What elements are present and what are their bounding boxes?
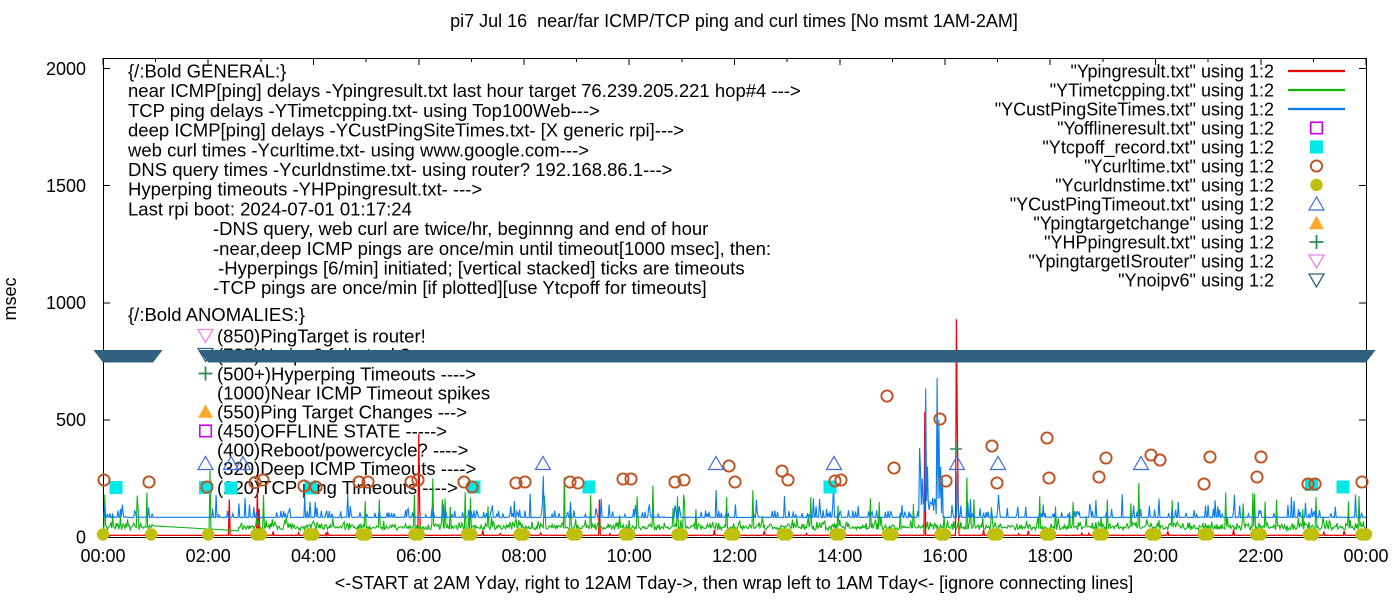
svg-text:Last rpi boot: 2024-07-01 01:1: Last rpi boot: 2024-07-01 01:17:24 <box>128 198 412 219</box>
svg-text:(850)PingTarget is router!: (850)PingTarget is router! <box>217 325 426 346</box>
svg-text:"Ypingresult.txt" using 1:2: "Ypingresult.txt" using 1:2 <box>1070 61 1274 81</box>
svg-text:18:00: 18:00 <box>1028 546 1073 566</box>
svg-text:msec: msec <box>0 277 20 320</box>
svg-text:"Ynoipv6" using 1:2: "Ynoipv6" using 1:2 <box>1118 270 1274 290</box>
svg-text:"YCustPingSiteTimes.txt" using: "YCustPingSiteTimes.txt" using 1:2 <box>995 99 1274 119</box>
svg-text:"YTimetcpping.txt" using 1:2: "YTimetcpping.txt" using 1:2 <box>1050 80 1274 100</box>
svg-text:08:00: 08:00 <box>501 546 546 566</box>
svg-text:-near,deep ICMP pings are once: -near,deep ICMP pings are once/min until… <box>213 238 771 259</box>
svg-text:12:00: 12:00 <box>712 546 757 566</box>
svg-text:(500+)Hyperping Timeouts ---->: (500+)Hyperping Timeouts ----> <box>217 363 476 384</box>
svg-text:"YpingtargetISrouter" using 1:: "YpingtargetISrouter" using 1:2 <box>1028 251 1274 271</box>
svg-text:"YHPpingresult.txt" using 1:2: "YHPpingresult.txt" using 1:2 <box>1044 232 1274 252</box>
svg-text:06:00: 06:00 <box>396 546 441 566</box>
svg-text:"Ytcpoff_record.txt" using 1:2: "Ytcpoff_record.txt" using 1:2 <box>1042 137 1274 158</box>
svg-text:Hyperping timeouts -YHPpingres: Hyperping timeouts -YHPpingresult.txt- -… <box>128 179 482 200</box>
svg-text:(220)TCP ping Timeouts ---->: (220)TCP ping Timeouts ----> <box>217 477 458 498</box>
svg-text:14:00: 14:00 <box>817 546 862 566</box>
svg-text:pi7 Jul 16 near/far ICMP/TCP: pi7 Jul 16 near/far ICMP/TCP ping and cu… <box>450 11 1018 31</box>
svg-text:near ICMP[ping] delays -Ypingr: near ICMP[ping] delays -Ypingresult.txt … <box>128 80 801 101</box>
svg-text:10:00: 10:00 <box>607 546 652 566</box>
svg-text:"Ycurltime.txt" using 1:2: "Ycurltime.txt" using 1:2 <box>1084 156 1274 176</box>
svg-text:"Ypingtargetchange" using 1:2: "Ypingtargetchange" using 1:2 <box>1033 213 1274 233</box>
svg-text:TCP ping delays -YTimetcpping.: TCP ping delays -YTimetcpping.txt- using… <box>128 100 600 121</box>
svg-text:1500: 1500 <box>46 176 86 196</box>
svg-text:04:00: 04:00 <box>291 546 336 566</box>
svg-text:<-START at 2AM Yday, right to: <-START at 2AM Yday, right to 12AM Tday-… <box>335 573 1134 593</box>
svg-text:(550)Ping Target Changes --->: (550)Ping Target Changes ---> <box>217 401 467 422</box>
svg-text:1000: 1000 <box>46 293 86 313</box>
svg-text:web curl times -Ycurltime.txt-: web curl times -Ycurltime.txt- using www… <box>127 139 589 160</box>
svg-text:-TCP pings are once/min [if pl: -TCP pings are once/min [if plotted][use… <box>213 277 707 298</box>
svg-text:"Yofflineresult.txt" using 1:2: "Yofflineresult.txt" using 1:2 <box>1057 118 1274 138</box>
svg-text:(1000)Near ICMP Timeout spikes: (1000)Near ICMP Timeout spikes <box>217 382 490 403</box>
svg-text:(320)Deep ICMP Timeouts ---->: (320)Deep ICMP Timeouts ----> <box>217 458 476 479</box>
svg-text:-DNS query, web curl are twice: -DNS query, web curl are twice/hr, begin… <box>213 218 708 239</box>
svg-text:02:00: 02:00 <box>186 546 231 566</box>
svg-text:20:00: 20:00 <box>1133 546 1178 566</box>
svg-text:{/:Bold GENERAL:}: {/:Bold GENERAL:} <box>128 61 286 82</box>
svg-text:"YCustPingTimeout.txt" using 1: "YCustPingTimeout.txt" using 1:2 <box>1010 194 1274 214</box>
svg-text:00:00: 00:00 <box>1343 546 1388 566</box>
svg-text:{/:Bold ANOMALIES:}: {/:Bold ANOMALIES:} <box>128 304 305 325</box>
svg-text:(400)Reboot/powercycle? ---->: (400)Reboot/powercycle? ----> <box>217 439 468 460</box>
svg-text:500: 500 <box>56 410 86 430</box>
svg-text:00:00: 00:00 <box>80 546 125 566</box>
svg-text:2000: 2000 <box>46 59 86 79</box>
svg-text:0: 0 <box>76 527 86 547</box>
svg-text:"Ycurldnstime.txt" using 1:2: "Ycurldnstime.txt" using 1:2 <box>1055 175 1274 195</box>
svg-text:DNS query times -Ycurldnstime.: DNS query times -Ycurldnstime.txt- using… <box>128 159 672 180</box>
svg-text:deep ICMP[ping] delays -YCustP: deep ICMP[ping] delays -YCustPingSiteTim… <box>128 120 684 141</box>
svg-text:16:00: 16:00 <box>922 546 967 566</box>
svg-text:-Hyperpings [6/min] initiated;: -Hyperpings [6/min] initiated; [vertical… <box>213 258 745 279</box>
svg-text:(450)OFFLINE STATE ----->: (450)OFFLINE STATE -----> <box>217 420 447 441</box>
svg-text:22:00: 22:00 <box>1238 546 1283 566</box>
